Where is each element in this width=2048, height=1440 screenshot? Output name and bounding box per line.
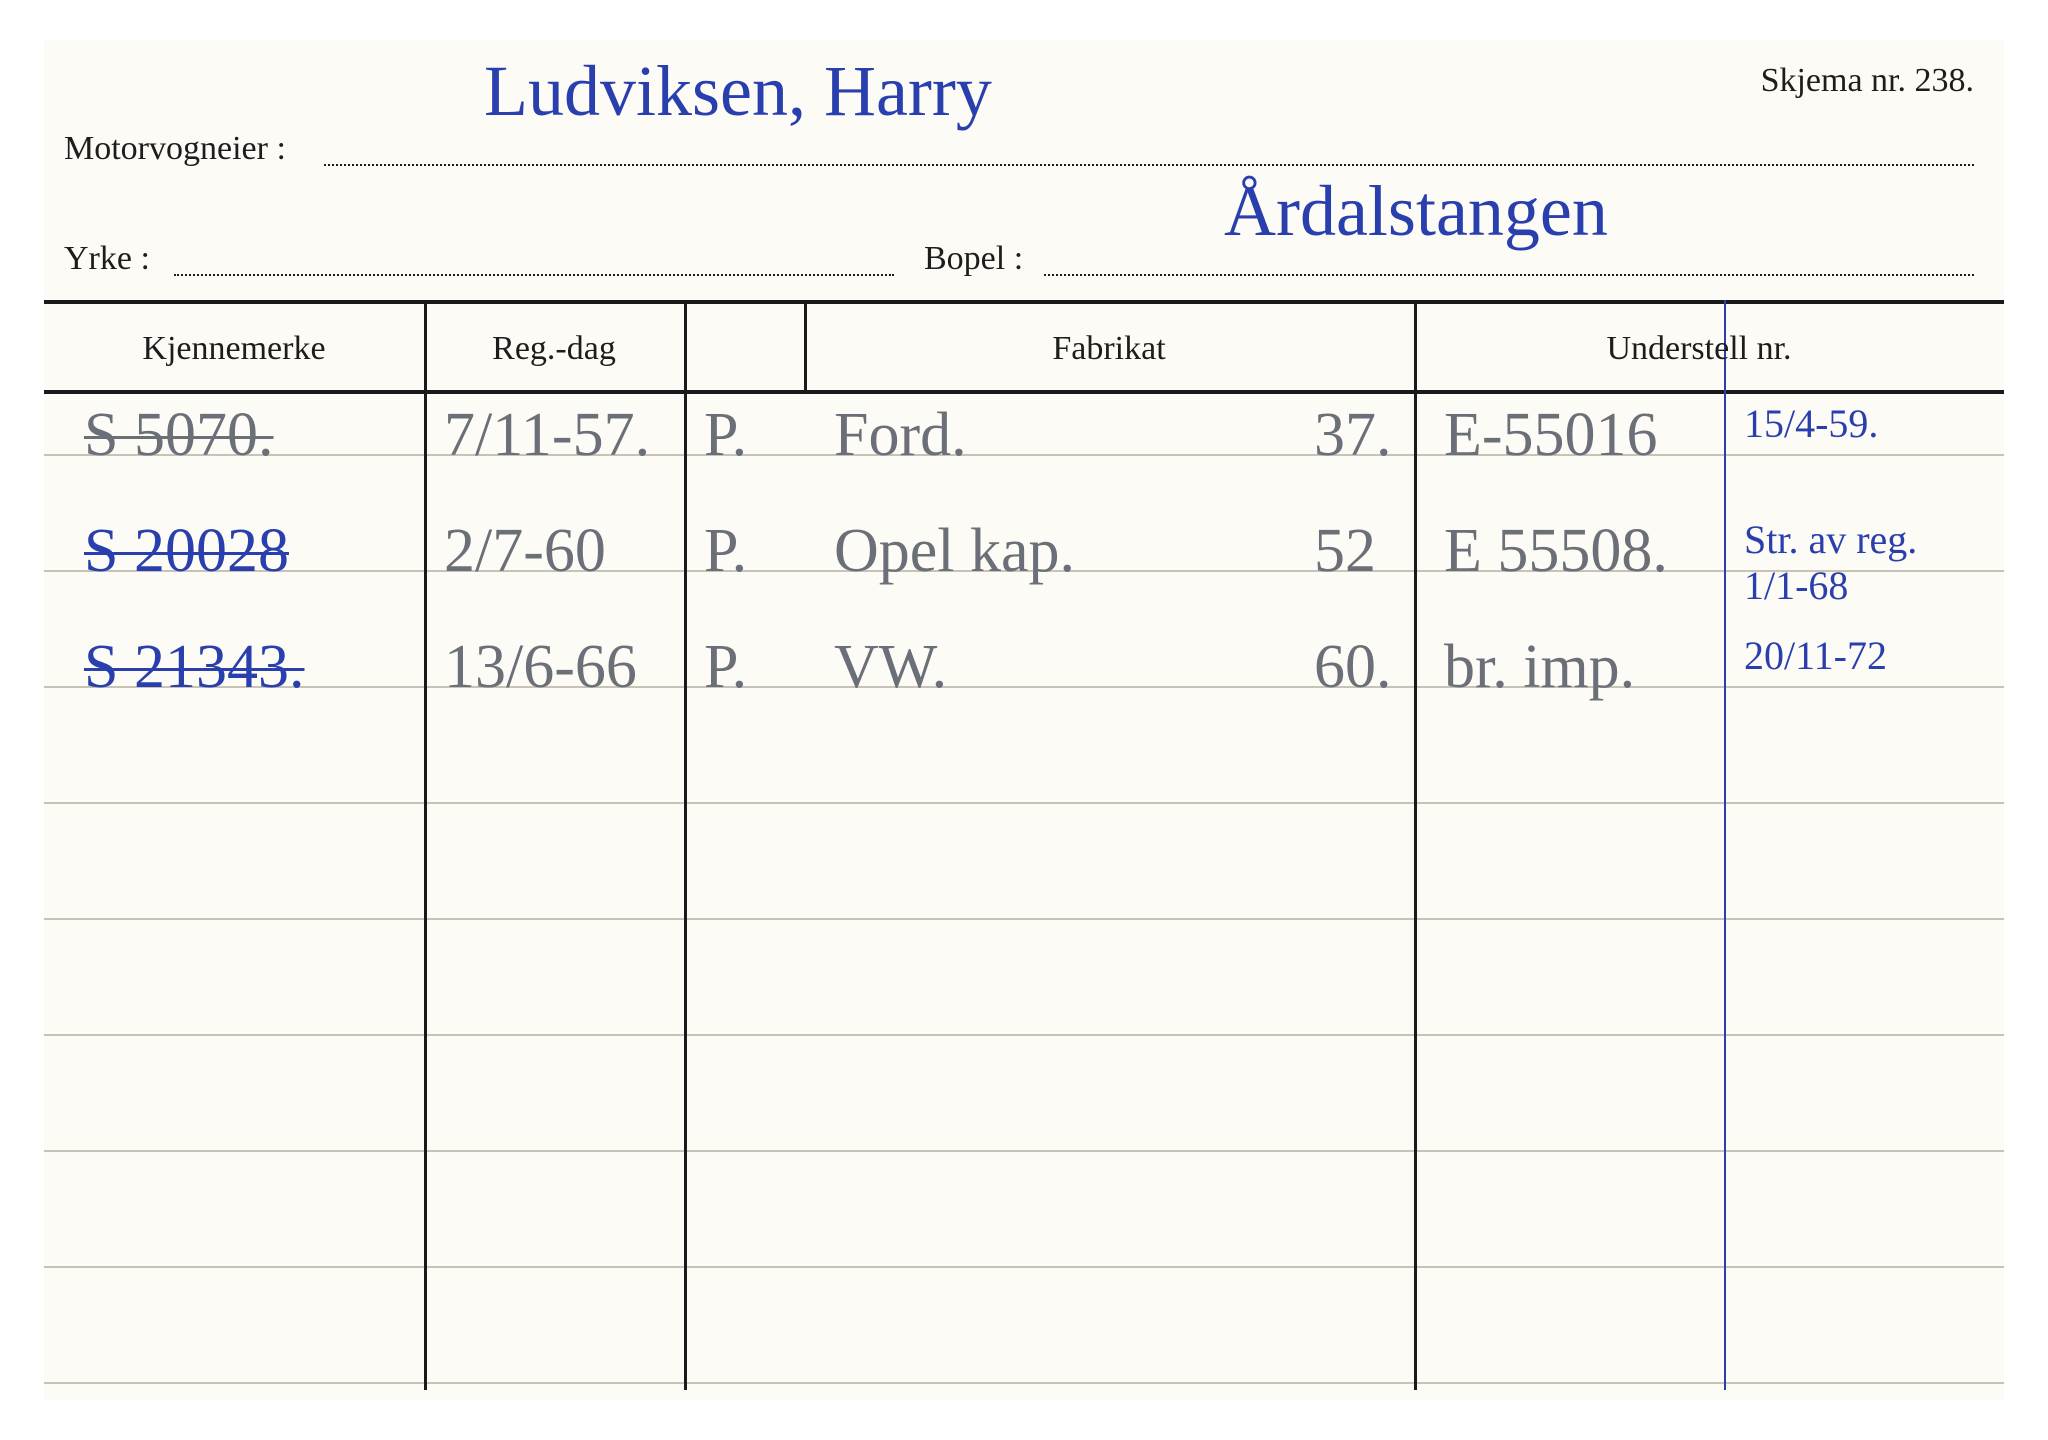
th-understell: Understell nr. — [1414, 330, 1984, 368]
table-rule-head-bottom — [44, 390, 2004, 394]
ruled-background — [44, 340, 2004, 1400]
table-cell: P. — [704, 400, 747, 471]
table-cell: S 21343. — [84, 632, 304, 703]
th-fabrikat: Fabrikat — [804, 330, 1414, 368]
th-kjennemerke: Kjennemerke — [44, 330, 424, 368]
table-cell: E 55508. — [1444, 516, 1668, 587]
table-cell: 7/11-57. — [444, 400, 650, 471]
table-cell: 52 — [1314, 516, 1376, 587]
owner-dotline — [324, 164, 1974, 166]
table-cell: E-55016 — [1444, 400, 1658, 471]
form-number: Skjema nr. 238. — [1761, 62, 1974, 100]
table-cell-note: 15/4-59. — [1744, 400, 1878, 447]
table-cell: 37. — [1314, 400, 1392, 471]
table-cell: S 5070. — [84, 400, 273, 471]
table-cell-note: Str. av reg. — [1744, 516, 1917, 563]
bopel-value: Årdalstangen — [1224, 170, 1608, 253]
col-rule-1 — [424, 300, 427, 1390]
yrke-dotline — [174, 274, 894, 276]
table-cell: Ford. — [834, 400, 967, 471]
yrke-label: Yrke : — [64, 240, 150, 278]
table-cell-note: 20/11-72 — [1744, 632, 1887, 679]
index-card: Skjema nr. 238. Motorvogneier : Ludvikse… — [44, 40, 2004, 1400]
owner-label: Motorvogneier : — [64, 130, 286, 168]
table-cell: VW. — [834, 632, 947, 703]
table-rule-top — [44, 300, 2004, 304]
table-cell-note: 1/1-68 — [1744, 562, 1848, 609]
col-rule-2 — [684, 300, 687, 1390]
table-cell: P. — [704, 516, 747, 587]
table-cell: br. imp. — [1444, 632, 1635, 703]
bopel-label: Bopel : — [924, 240, 1023, 278]
bopel-dotline — [1044, 274, 1974, 276]
col-rule-5-hand — [1724, 300, 1726, 1390]
table-cell: 60. — [1314, 632, 1392, 703]
owner-value: Ludviksen, Harry — [484, 50, 992, 133]
table-cell: P. — [704, 632, 747, 703]
table-cell: 13/6-66 — [444, 632, 637, 703]
col-rule-4 — [1414, 300, 1417, 1390]
table-cell: Opel kap. — [834, 516, 1075, 587]
table-cell: S 20028 — [84, 516, 289, 587]
th-regdag: Reg.-dag — [424, 330, 684, 368]
table-cell: 2/7-60 — [444, 516, 606, 587]
